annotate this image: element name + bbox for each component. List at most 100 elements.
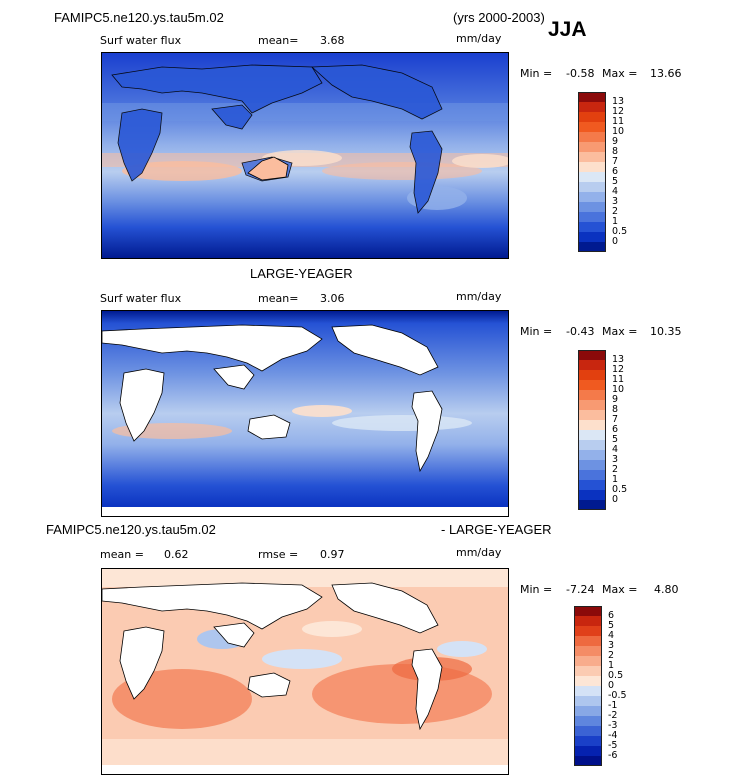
colorbar-label: 4 [612, 186, 619, 197]
colorbar-swatch [574, 676, 602, 686]
colorbar-label: 0 [612, 236, 619, 247]
colorbar-label: 12 [612, 364, 625, 375]
colorbar-swatch [578, 470, 606, 480]
colorbar-label: 2 [612, 464, 619, 475]
panel3-rmse-value: 0.97 [320, 548, 345, 561]
colorbar-swatch [574, 696, 602, 706]
colorbar-swatch [578, 212, 606, 222]
panel3-heading-left: FAMIPC5.ne120.ys.tau5m.02 [46, 522, 216, 537]
colorbar-label: 1 [612, 216, 619, 227]
colorbar-swatch [578, 420, 606, 430]
colorbar-swatch [578, 380, 606, 390]
colorbar-swatch [578, 390, 606, 400]
obs-map [101, 310, 509, 517]
panel2-min-value: -0.43 [566, 325, 595, 338]
colorbar-swatch [578, 440, 606, 450]
colorbar-label: 0.5 [612, 226, 628, 237]
colorbar-swatch [578, 490, 606, 500]
colorbar-swatch [574, 746, 602, 756]
colorbar-label: -2 [608, 710, 618, 721]
colorbar-swatch [574, 666, 602, 676]
panel2-variable: Surf water flux [100, 292, 182, 305]
panel2-mean-label: mean= [258, 292, 299, 305]
panel3-max-value: 4.80 [654, 583, 679, 596]
colorbar-label: 2 [612, 206, 619, 217]
colorbar-swatch [578, 142, 606, 152]
panel3-units: mm/day [456, 546, 502, 559]
panel1-min-value: -0.58 [566, 67, 595, 80]
colorbar-label: -4 [608, 730, 618, 741]
colorbar-label: 7 [612, 156, 619, 167]
panel1-variable: Surf water flux [100, 34, 182, 47]
colorbar-label: 3 [612, 454, 619, 465]
colorbar-swatch [578, 102, 606, 112]
colorbar-swatch [578, 222, 606, 232]
colorbar-swatch [578, 172, 606, 182]
model-map [101, 52, 509, 259]
colorbar-swatch [578, 400, 606, 410]
colorbar-label: 3 [612, 196, 619, 207]
colorbar-swatch [574, 636, 602, 646]
colorbar-label: 9 [612, 136, 619, 147]
panel3-min-value: -7.24 [566, 583, 595, 596]
colorbar-swatch [574, 716, 602, 726]
colorbar-label: 4 [608, 630, 615, 641]
colorbar-label: 1 [608, 660, 615, 671]
obs-map-svg [102, 311, 508, 516]
colorbar-label: 8 [612, 146, 619, 157]
colorbar-label: 11 [612, 116, 625, 127]
colorbar-label: 0 [612, 494, 619, 505]
colorbar-label: 13 [612, 354, 625, 365]
colorbar-label: 10 [612, 384, 625, 395]
colorbar-swatch [574, 726, 602, 736]
colorbar-swatch [574, 756, 602, 766]
colorbar-label: 6 [612, 166, 619, 177]
colorbar-label: 13 [612, 96, 625, 107]
colorbar-swatch [578, 450, 606, 460]
colorbar-label: -6 [608, 750, 618, 761]
colorbar-label: 4 [612, 444, 619, 455]
colorbar-label: 0.5 [612, 484, 628, 495]
colorbar-swatch [578, 360, 606, 370]
colorbar-label: 0.5 [608, 670, 624, 681]
panel1-max-label: Max = [602, 67, 638, 80]
diff-map-svg [102, 569, 508, 774]
colorbar-label: 12 [612, 106, 625, 117]
panel2-units: mm/day [456, 290, 502, 303]
colorbar-swatch [578, 350, 606, 360]
colorbar-label: 7 [612, 414, 619, 425]
colorbar-swatch [574, 706, 602, 716]
colorbar-swatch [574, 616, 602, 626]
colorbar-swatch [574, 686, 602, 696]
panel1-mean-value: 3.68 [320, 34, 345, 47]
colorbar-swatch [578, 500, 606, 510]
model-map-svg [102, 53, 508, 258]
colorbar-label: 11 [612, 374, 625, 385]
panel1-max-value: 13.66 [650, 67, 682, 80]
colorbar-label: 6 [612, 424, 619, 435]
colorbar-label: -1 [608, 700, 618, 711]
panel1-min-label: Min = [520, 67, 553, 80]
colorbar-swatch [578, 122, 606, 132]
colorbar-swatch [574, 656, 602, 666]
colorbar-swatch [574, 646, 602, 656]
panel3-mean-label: mean = [100, 548, 144, 561]
panel2-max-value: 10.35 [650, 325, 682, 338]
colorbar-swatch [578, 202, 606, 212]
colorbar-label: 10 [612, 126, 625, 137]
colorbar-label: -5 [608, 740, 618, 751]
panel3-mean-value: 0.62 [164, 548, 189, 561]
colorbar-swatch [578, 152, 606, 162]
colorbar-swatch [578, 112, 606, 122]
colorbar-swatch [578, 192, 606, 202]
colorbar-swatch [578, 430, 606, 440]
colorbar-label: 3 [608, 640, 615, 651]
panel1-units: mm/day [456, 32, 502, 45]
colorbar-swatch [578, 182, 606, 192]
panel3-min-label: Min = [520, 583, 553, 596]
panel2-max-label: Max = [602, 325, 638, 338]
colorbar-swatch [574, 736, 602, 746]
panel3-max-label: Max = [602, 583, 638, 596]
colorbar-swatch [578, 370, 606, 380]
colorbar-label: 2 [608, 650, 615, 661]
